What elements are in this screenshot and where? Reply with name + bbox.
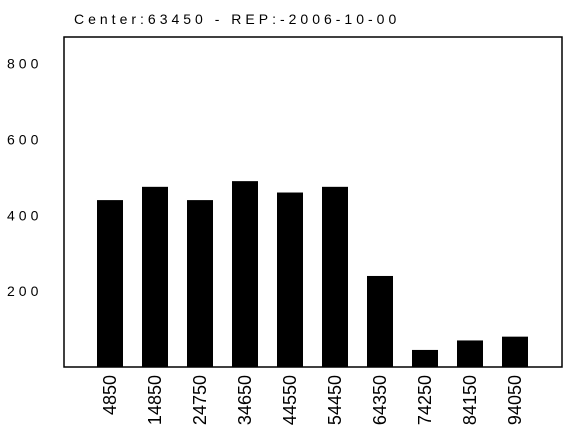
x-tick-label: 14850 (145, 375, 165, 425)
x-tick-label: 24750 (190, 375, 210, 425)
x-tick-label: 4850 (100, 375, 120, 415)
bar (232, 181, 258, 367)
y-tick-label: 800 (7, 56, 42, 72)
bar (412, 349, 438, 367)
bar (367, 275, 393, 367)
x-tick-label: 54450 (325, 375, 345, 425)
x-tick-label: 34650 (235, 375, 255, 425)
chart-title: Center:63450 - REP:-2006-10-00 (74, 11, 400, 27)
x-axis: 4850 14850 24750 34650 44550 54450 64350 74250 8… (100, 375, 525, 425)
bar (97, 200, 123, 367)
bar (457, 340, 483, 367)
x-tick-label: 74250 (415, 375, 435, 425)
plot-frame (63, 36, 563, 368)
x-tick-label: 94050 (505, 375, 525, 425)
bar (142, 186, 168, 367)
x-tick-label: 44550 (280, 375, 300, 425)
bar (277, 192, 303, 367)
bars-group (97, 181, 528, 367)
bar (502, 336, 528, 367)
y-axis: 200 400 600 800 (7, 56, 42, 300)
x-tick-label: 64350 (370, 375, 390, 425)
bar (322, 186, 348, 367)
y-tick-label: 600 (7, 131, 42, 147)
y-tick-label: 400 (7, 207, 42, 223)
bar (187, 200, 213, 367)
y-tick-label: 200 (7, 283, 42, 299)
x-tick-label: 84150 (460, 375, 480, 425)
